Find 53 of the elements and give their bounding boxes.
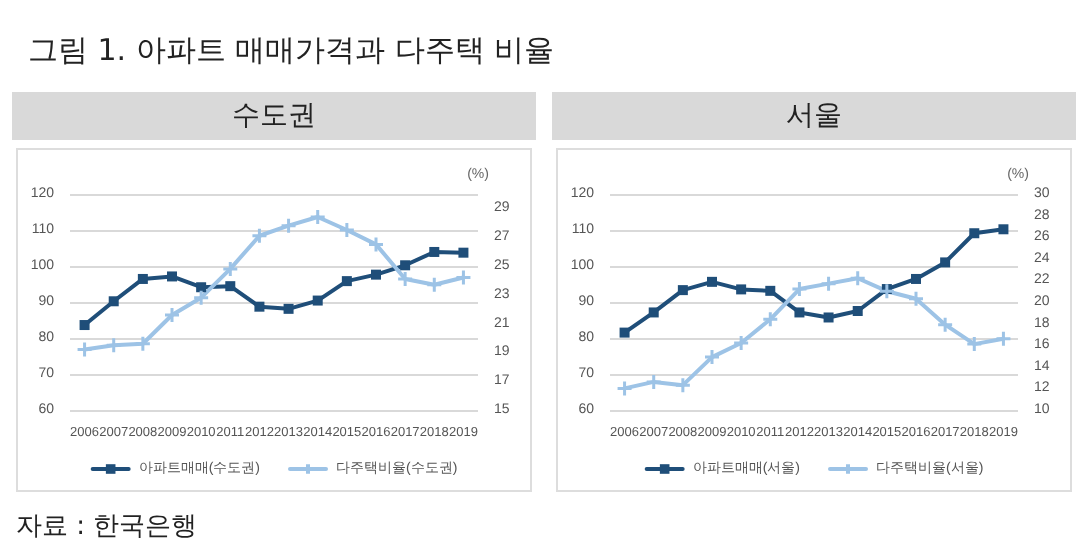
- point: [225, 281, 236, 292]
- caption: 그림 1. 아파트 매매가격과 다주택 비율: [28, 32, 555, 70]
- point: [790, 280, 808, 298]
- point: [849, 269, 867, 287]
- point: [969, 228, 980, 239]
- point: [250, 227, 268, 245]
- point: [674, 376, 692, 394]
- chart-title: 서울: [552, 92, 1076, 140]
- point: [396, 270, 414, 288]
- point: [736, 284, 747, 295]
- point: [280, 217, 298, 235]
- point: [648, 307, 659, 318]
- point: [703, 348, 721, 366]
- point: [167, 271, 177, 282]
- point: [254, 301, 265, 312]
- text: 자료 : 한국은행: [16, 510, 198, 544]
- point: [309, 208, 327, 226]
- point: [79, 320, 90, 331]
- point: [619, 327, 630, 338]
- point: [907, 290, 925, 308]
- point: [965, 335, 983, 353]
- point: [371, 269, 381, 280]
- point: [312, 295, 323, 306]
- point: [732, 334, 750, 352]
- point: [940, 257, 951, 268]
- point: [765, 285, 776, 296]
- point: [852, 306, 863, 316]
- point: [108, 296, 119, 307]
- point: [196, 282, 207, 293]
- point: [820, 275, 838, 293]
- point: [400, 260, 411, 271]
- point: [794, 307, 805, 318]
- point: [163, 306, 181, 324]
- point: [823, 312, 834, 323]
- point: [341, 276, 352, 287]
- point: [707, 276, 717, 287]
- point: [338, 221, 356, 239]
- point: [283, 303, 294, 314]
- point: [192, 289, 210, 307]
- point: [645, 373, 663, 391]
- chart-title: 수도권: [12, 92, 536, 140]
- point: [425, 276, 443, 294]
- point: [936, 316, 954, 334]
- point: [998, 224, 1009, 235]
- point: [367, 235, 385, 253]
- point: [458, 247, 469, 258]
- point: [137, 273, 148, 284]
- point: [221, 260, 239, 278]
- point: [677, 285, 688, 296]
- point: [429, 246, 440, 257]
- point: [911, 273, 921, 284]
- point: [761, 310, 779, 328]
- point: [878, 282, 896, 300]
